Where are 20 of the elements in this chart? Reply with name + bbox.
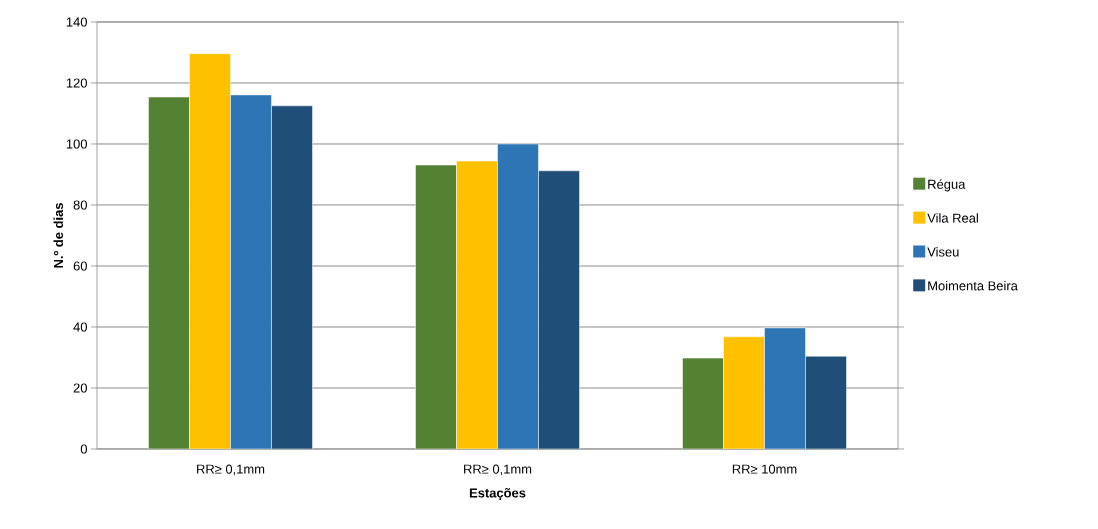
legend-label: Vila Real xyxy=(927,213,978,223)
x-axis-title: Estações xyxy=(469,488,526,501)
y-tick-label: 100 xyxy=(66,139,87,149)
y-tick-label: 40 xyxy=(73,322,87,332)
y-axis-title: N.º de dias xyxy=(53,203,64,268)
y-tick-label: 0 xyxy=(80,444,87,454)
x-tick-label: RR≥ 10mm xyxy=(732,464,797,474)
legend-label: Moimenta Beira xyxy=(928,280,1018,291)
legend-label: Régua xyxy=(928,179,966,192)
bar xyxy=(415,164,457,449)
y-tick-label: 60 xyxy=(73,261,87,271)
bar xyxy=(682,357,724,449)
x-tick-label: RR≥ 0,1mm xyxy=(197,464,265,476)
bar xyxy=(148,96,190,449)
legend-label: Viseu xyxy=(927,247,959,257)
y-tick-label: 80 xyxy=(73,200,87,210)
y-tick-label: 20 xyxy=(73,383,87,393)
y-tick-label: 140 xyxy=(66,17,87,27)
x-tick-label: RR≥ 0,1mm xyxy=(464,464,532,476)
y-tick-label: 120 xyxy=(66,78,87,88)
